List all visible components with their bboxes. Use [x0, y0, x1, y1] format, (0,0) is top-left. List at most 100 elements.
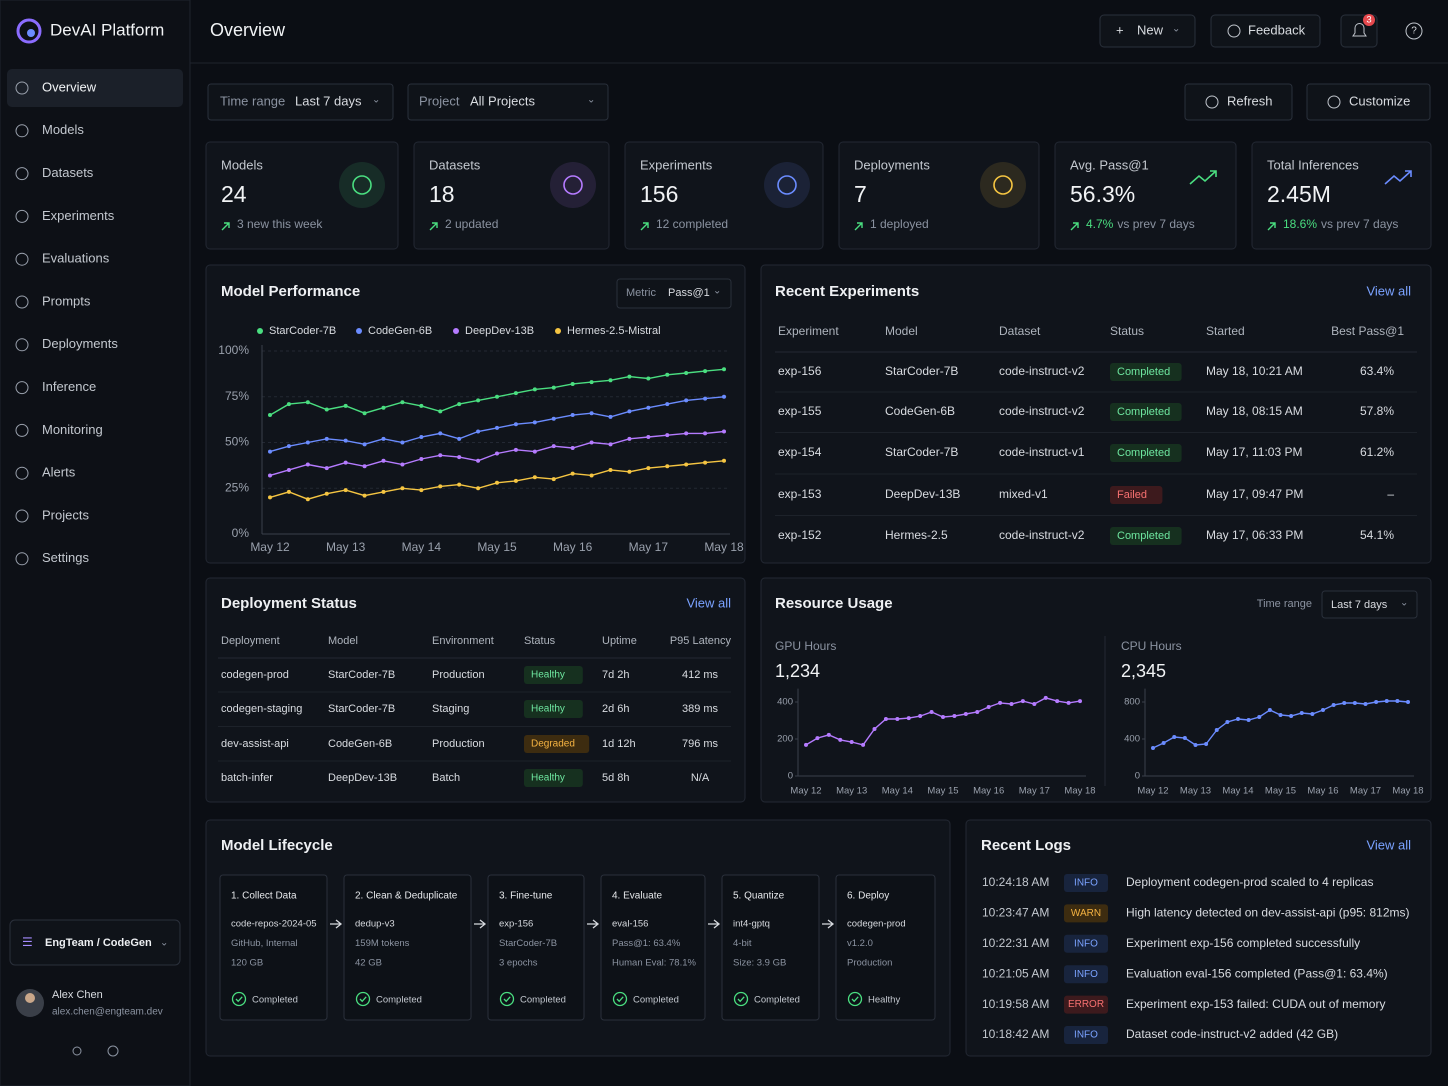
- data-point: [532, 387, 537, 392]
- x-tick-label: May 18: [1392, 786, 1423, 797]
- y-tick-label: 75%: [225, 389, 249, 403]
- step-status: Completed: [754, 995, 800, 1006]
- chevron: ⌄: [1172, 24, 1180, 35]
- data-point: [1321, 707, 1325, 712]
- table-cell: 5d 8h: [602, 772, 630, 784]
- card-title: Model Lifecycle: [221, 837, 333, 854]
- stat-note: 12 completed: [656, 217, 728, 231]
- chevron: ⌄: [713, 286, 721, 297]
- trend-arrow: [1267, 222, 1276, 231]
- data-point: [476, 486, 481, 491]
- stat-card: [205, 141, 399, 250]
- metric-value: Pass@1: [668, 287, 710, 299]
- data-point: [570, 381, 575, 386]
- stat-label: Avg. Pass@1: [1070, 157, 1149, 172]
- metric-select[interactable]: [616, 278, 732, 309]
- page-title: Overview: [210, 20, 286, 40]
- feedback-label: Feedback: [1248, 22, 1306, 37]
- refresh-button[interactable]: [1184, 83, 1293, 121]
- nav-icon: [15, 509, 29, 523]
- stat-value: 2.45M: [1267, 181, 1331, 207]
- data-point: [1214, 728, 1219, 733]
- trend-arrow: [854, 222, 863, 231]
- lifecycle-step: [343, 874, 472, 1021]
- user-email: alex.chen@engteam.dev: [52, 1007, 163, 1018]
- x-tick-label: May 13: [1180, 786, 1211, 797]
- step-detail: 42 GB: [355, 958, 382, 969]
- status-text: INFO: [1074, 878, 1098, 889]
- settings-icon[interactable]: [107, 1045, 119, 1057]
- column-header: Status: [1110, 324, 1144, 338]
- check-mark: [851, 996, 859, 1003]
- data-point: [703, 460, 708, 465]
- data-point: [305, 400, 310, 405]
- x-tick-label: May 16: [553, 540, 593, 554]
- y-tick-label: 25%: [225, 480, 249, 494]
- data-point: [305, 462, 310, 467]
- stat-note: 3 new this week: [237, 217, 323, 231]
- data-point: [438, 453, 443, 458]
- stat-change: 18.6%: [1283, 217, 1317, 231]
- table-cell: exp-153: [778, 487, 822, 501]
- stat-value: 24: [221, 181, 247, 207]
- data-point: [419, 488, 424, 493]
- data-point: [1246, 718, 1251, 723]
- project-select[interactable]: [407, 83, 609, 121]
- x-tick-label: May 14: [402, 540, 442, 554]
- table-cell: May 17, 09:47 PM: [1206, 487, 1303, 501]
- data-point: [998, 700, 1003, 705]
- data-point: [381, 489, 386, 494]
- workspace-icon: ☰: [22, 935, 33, 949]
- data-point: [1289, 713, 1294, 718]
- filter-label: Time range: [1257, 598, 1312, 610]
- feedback-button[interactable]: [1210, 14, 1321, 48]
- help-icon[interactable]: [1405, 22, 1423, 40]
- step-status: Healthy: [868, 995, 900, 1006]
- workspace-switcher[interactable]: [9, 919, 181, 966]
- view-all[interactable]: View all: [1366, 283, 1411, 298]
- data-point: [815, 736, 820, 741]
- table-cell: 796 ms: [682, 738, 719, 750]
- data-point: [826, 732, 831, 737]
- nav-item: Models: [42, 122, 84, 137]
- customize-button[interactable]: [1306, 83, 1431, 121]
- data-point: [608, 414, 613, 419]
- x-tick-label: May 16: [973, 786, 1004, 797]
- data-point: [495, 451, 499, 456]
- stat-note-text: 1 deployed: [870, 217, 929, 231]
- table-cell: StarCoder-7B: [328, 703, 395, 715]
- data-point: [400, 486, 405, 491]
- view-all[interactable]: View all: [686, 595, 731, 610]
- stat-label: Experiments: [640, 157, 713, 172]
- stat-icon-bg: [980, 162, 1026, 208]
- data-point: [608, 467, 613, 472]
- status-text: INFO: [1074, 938, 1098, 949]
- log-message: Dataset code-instruct-v2 added (42 GB): [1126, 1027, 1338, 1041]
- status-badge: [1110, 403, 1182, 421]
- stat-value: 56.3%: [1070, 181, 1135, 207]
- data-point: [438, 409, 443, 414]
- data-point: [305, 440, 310, 445]
- data-point: [722, 429, 726, 434]
- table-cell: exp-156: [778, 364, 822, 378]
- step-title: 6. Deploy: [847, 891, 889, 902]
- stat-card: [413, 141, 610, 250]
- step-title: 4. Evaluate: [612, 891, 662, 902]
- data-point: [532, 449, 537, 454]
- table-cell: batch-infer: [221, 772, 273, 784]
- time-range-select[interactable]: [1321, 590, 1418, 619]
- view-all[interactable]: View all: [1366, 837, 1411, 852]
- new-button[interactable]: [1099, 14, 1196, 48]
- x-tick-label: May 15: [1265, 786, 1296, 797]
- data-point: [986, 704, 991, 709]
- time-range-select[interactable]: [207, 83, 394, 121]
- data-point: [1342, 701, 1347, 706]
- stat-note: 2 updated: [445, 217, 498, 231]
- data-point: [1172, 734, 1177, 739]
- legend-label: Hermes-2.5-Mistral: [567, 325, 661, 337]
- data-point: [872, 727, 877, 732]
- data-point: [551, 416, 556, 421]
- chart-title: CPU Hours: [1121, 639, 1182, 653]
- data-point: [513, 391, 518, 396]
- theme-icon[interactable]: [72, 1046, 82, 1056]
